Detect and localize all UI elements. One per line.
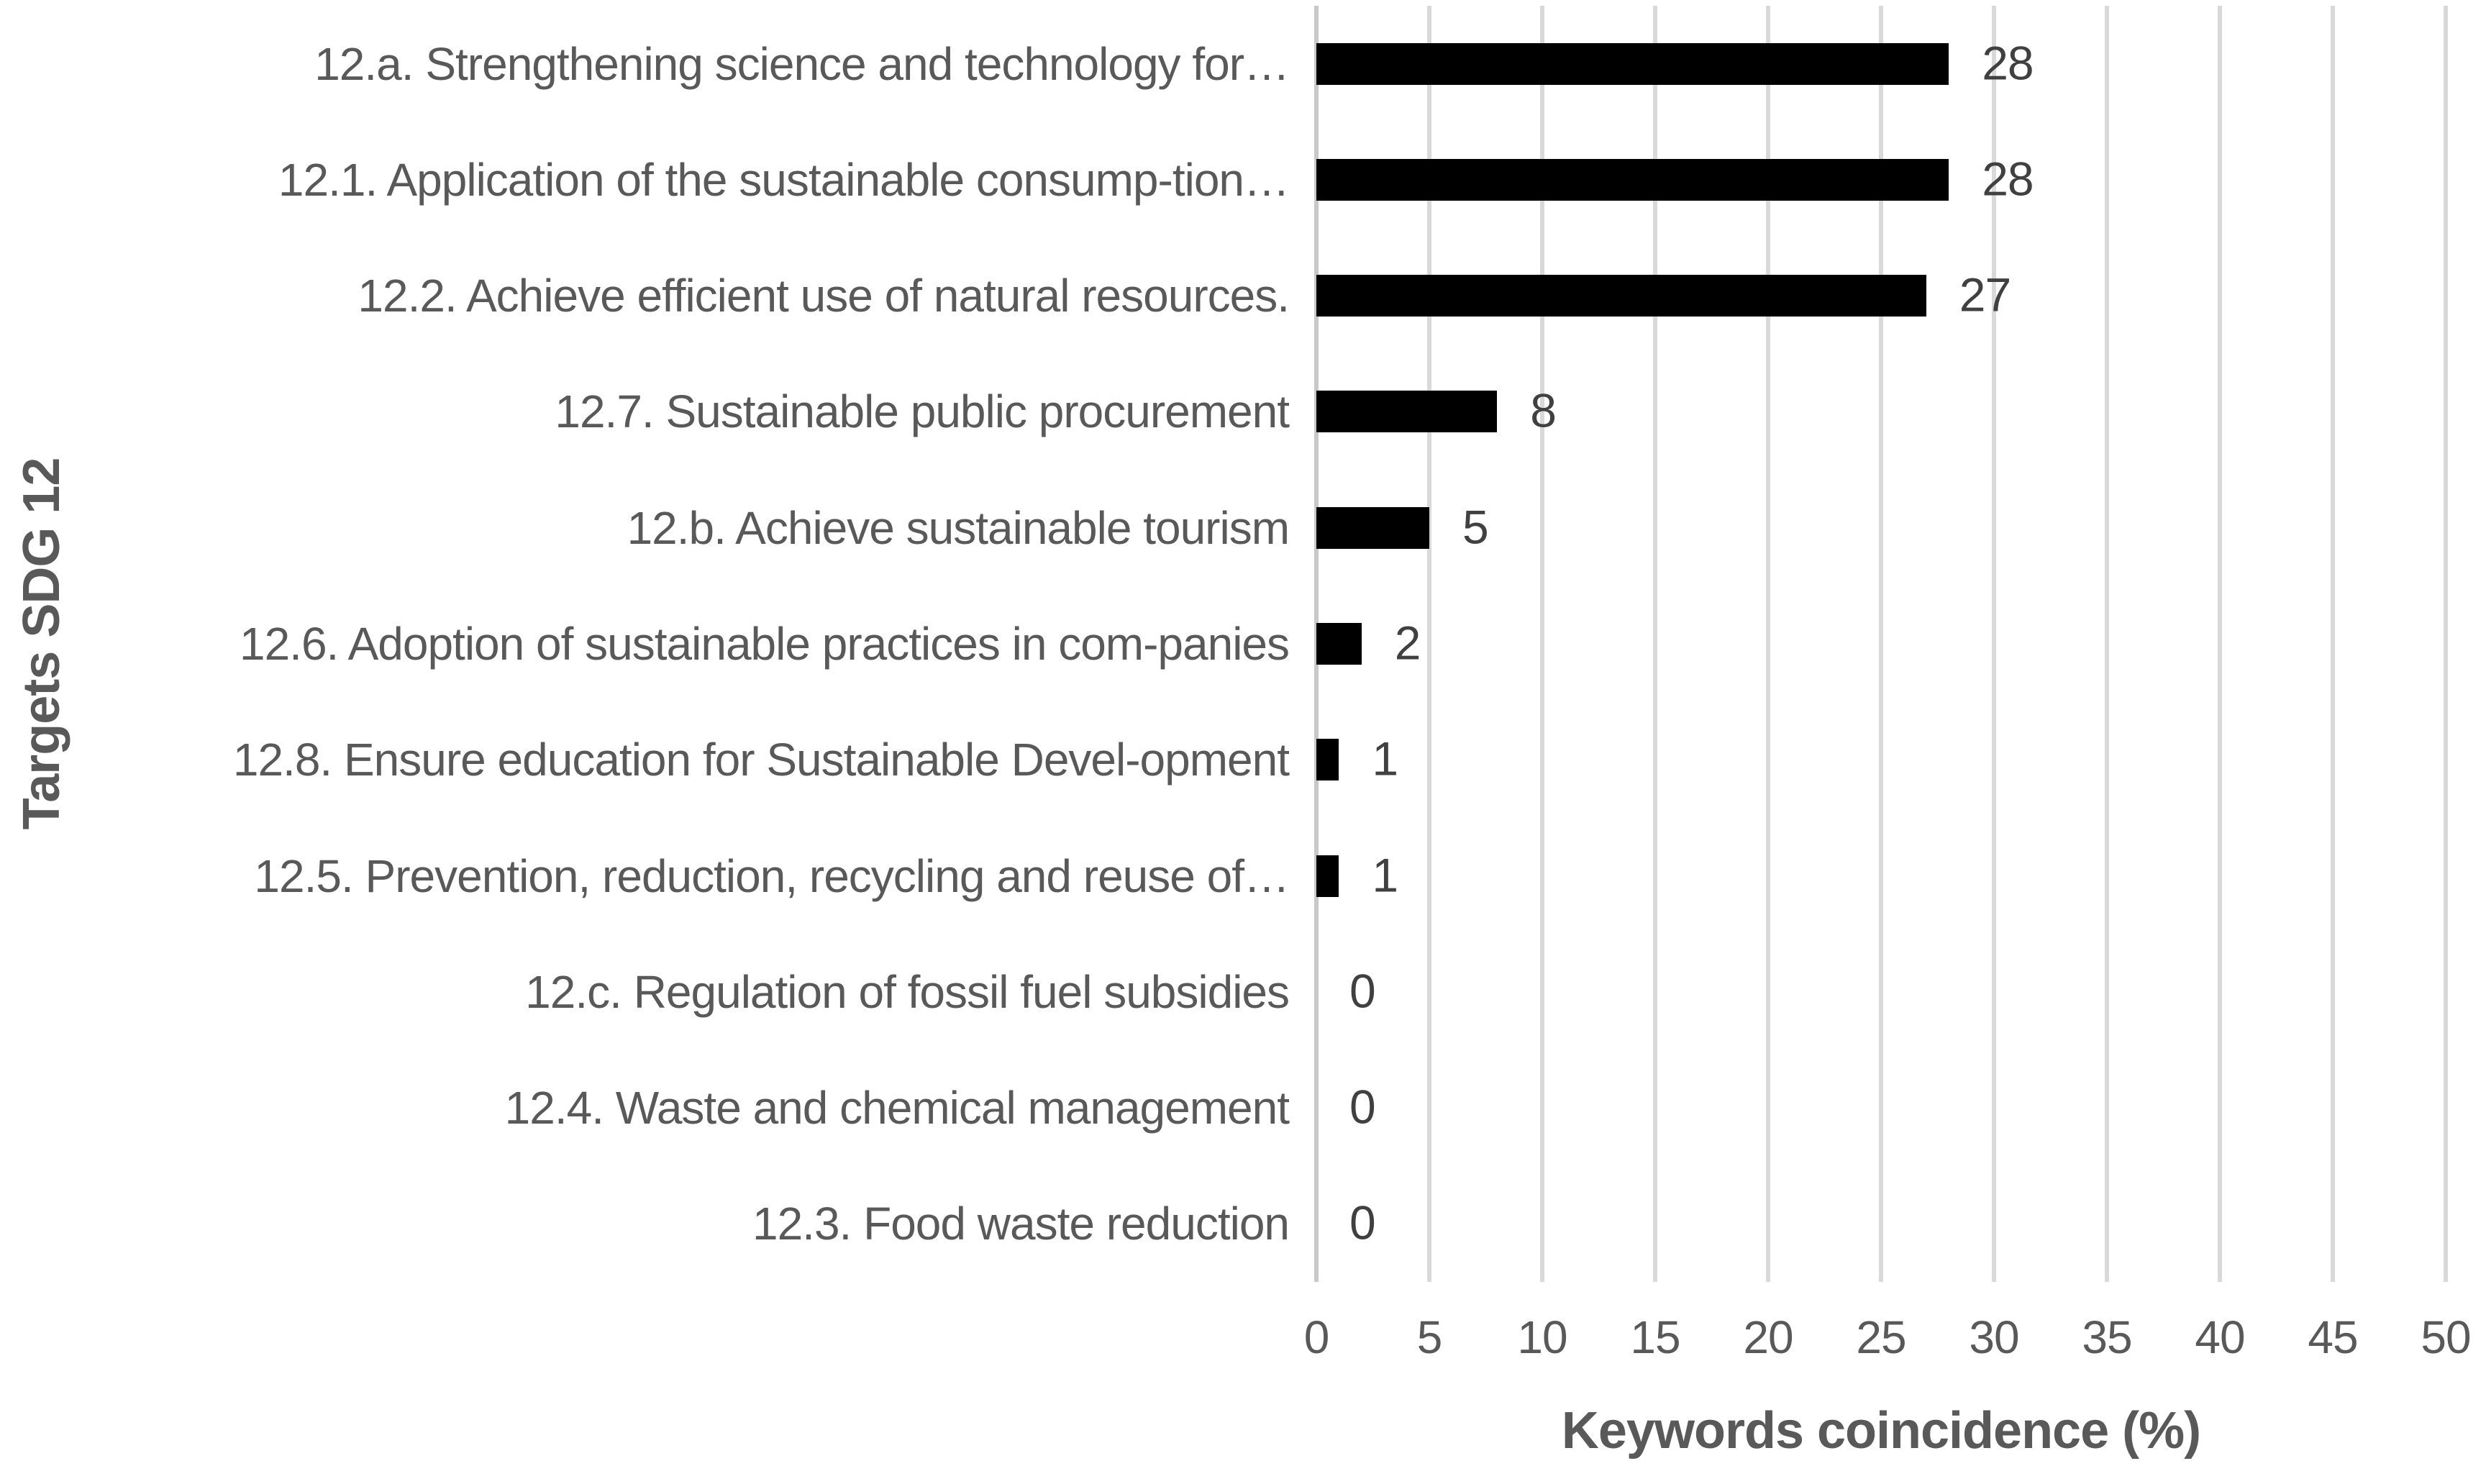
value-label: 0 <box>1349 1196 1376 1249</box>
gridline-30 <box>1992 6 1996 1282</box>
value-label: 28 <box>1982 36 2034 90</box>
value-label: 28 <box>1982 152 2034 206</box>
value-label: 1 <box>1372 732 1398 786</box>
category-label: 12.6. Adoption of sustainable practices … <box>239 617 1290 670</box>
value-label: 27 <box>1959 268 2011 322</box>
plot-area: 28 28 27 8 5 2 1 1 0 0 0 <box>1314 6 2448 1282</box>
bar <box>1316 739 1339 781</box>
value-label: 5 <box>1462 500 1489 554</box>
x-tick-label-50: 50 <box>2421 1311 2471 1363</box>
gridline-20 <box>1766 6 1770 1282</box>
gridline-40 <box>2218 6 2222 1282</box>
value-label: 2 <box>1394 616 1421 670</box>
gridline-25 <box>1879 6 1883 1282</box>
bar <box>1316 623 1362 665</box>
x-tick-label-40: 40 <box>2195 1311 2245 1363</box>
x-tick-label-10: 10 <box>1517 1311 1567 1363</box>
value-label: 0 <box>1349 964 1376 1018</box>
value-label: 1 <box>1372 848 1398 902</box>
category-label: 12.c. Regulation of fossil fuel subsidie… <box>525 965 1290 1018</box>
x-tick-label-45: 45 <box>2308 1311 2358 1363</box>
x-tick-label-0: 0 <box>1303 1311 1330 1363</box>
gridline-10 <box>1540 6 1544 1282</box>
gridline-15 <box>1653 6 1657 1282</box>
bar <box>1316 42 1949 85</box>
category-label: 12.8. Ensure education for Sustainable D… <box>232 734 1290 786</box>
category-label: 12.b. Achieve sustainable tourism <box>627 501 1290 554</box>
gridline-35 <box>2105 6 2109 1282</box>
value-label: 8 <box>1530 383 1557 437</box>
category-label: 12.a. Strengthening science and technolo… <box>314 37 1290 90</box>
bar <box>1316 275 1926 317</box>
x-tick-label-20: 20 <box>1743 1311 1793 1363</box>
category-label: 12.7. Sustainable public procurement <box>555 386 1290 438</box>
x-tick-label-30: 30 <box>1969 1311 2019 1363</box>
bar <box>1316 506 1429 549</box>
category-label: 12.5. Prevention, reduction, recycling a… <box>254 850 1290 902</box>
category-label: 12.1. Application of the sustainable con… <box>278 153 1290 206</box>
category-label: 12.3. Food waste reduction <box>752 1198 1290 1250</box>
x-axis-title: Keywords coincidence (%) <box>1561 1402 2201 1460</box>
bar <box>1316 391 1498 433</box>
x-tick-label-15: 15 <box>1630 1311 1680 1363</box>
gridline-45 <box>2331 6 2335 1282</box>
category-label: 12.4. Waste and chemical management <box>504 1082 1290 1134</box>
x-tick-label-25: 25 <box>1856 1311 1906 1363</box>
x-tick-label-35: 35 <box>2082 1311 2132 1363</box>
gridline-50 <box>2444 6 2448 1282</box>
category-label: 12.2. Achieve efficient use of natural r… <box>358 270 1290 322</box>
value-label: 0 <box>1349 1080 1376 1134</box>
gridline-5 <box>1427 6 1431 1282</box>
bar <box>1316 855 1339 897</box>
x-tick-label-5: 5 <box>1416 1311 1443 1363</box>
bar <box>1316 158 1949 201</box>
